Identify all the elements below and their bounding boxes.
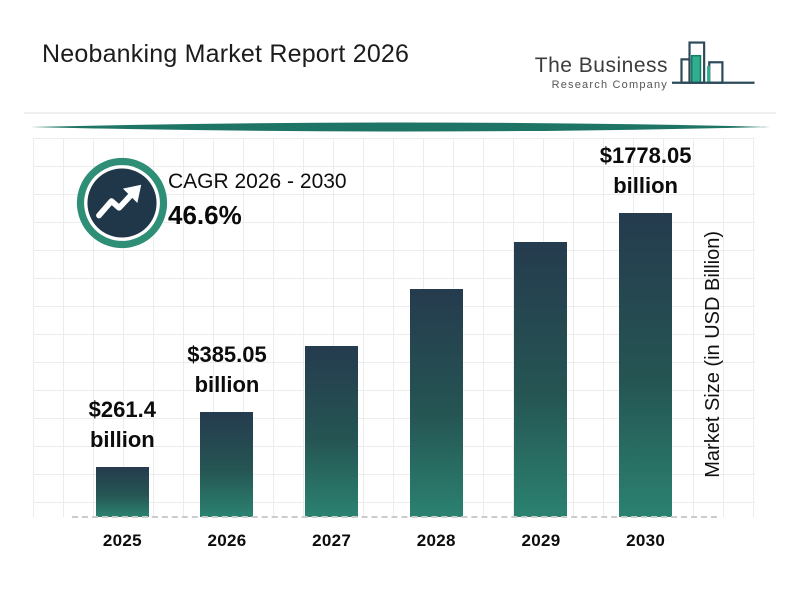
bar-value-amount: $261.4 [88, 397, 156, 422]
logo-company-subtitle: Research Company [551, 79, 668, 91]
bar-value-label: $385.05 billion [187, 340, 267, 400]
x-tick-label-2027: 2027 [312, 531, 352, 550]
x-tick-label-2029: 2029 [521, 531, 561, 550]
divider-shadow [24, 112, 776, 114]
x-tick-label-2026: 2026 [207, 531, 247, 550]
bar-value-unit: billion [194, 372, 260, 397]
divider-lens [28, 120, 772, 139]
bar-value-label: $261.4 billion [89, 395, 156, 455]
bar-2027 [305, 346, 359, 517]
bar-2026 [200, 412, 254, 517]
bar-2029 [514, 242, 568, 517]
cagr-value: 46.6% [168, 200, 242, 230]
bar-2030 [619, 213, 673, 517]
x-tick-label-2030: 2030 [626, 531, 666, 550]
cagr-period-label: CAGR 2026 - 2030 [168, 170, 347, 193]
company-logo: The Business Research Company [535, 32, 756, 99]
bar-column [384, 138, 489, 517]
x-tick-label-2025: 2025 [102, 531, 142, 550]
bar-value-unit: billion [613, 173, 678, 198]
bar-chart-logo-icon [672, 32, 756, 99]
page-title: Neobanking Market Report 2026 [42, 40, 410, 68]
bar-column: $385.05 billion [175, 138, 280, 517]
bar-column [489, 138, 594, 517]
bar-2025 [95, 467, 149, 517]
bar-column [279, 138, 384, 517]
growth-trend-badge-icon [74, 155, 170, 256]
bar-value-label: $1778.05 billion [600, 141, 692, 201]
logo-text: The Business Research Company [535, 54, 668, 99]
y-axis-title-text: Market Size (in USD Billion) [701, 230, 724, 478]
y-axis-title: Market Size (in USD Billion) [696, 145, 730, 523]
bar-column: $1778.05 billion [593, 138, 698, 517]
x-axis-baseline [72, 516, 717, 518]
logo-company-name: The Business [534, 54, 668, 77]
bars-row: $261.4 billion $385.05 billion $1778.05 billi… [70, 138, 698, 517]
x-axis-labels: 2025 2026 2027 2028 2029 2030 [70, 531, 698, 551]
bar-2028 [409, 289, 463, 517]
bar-value-amount: $385.05 [187, 342, 267, 367]
bar-value-unit: billion [89, 427, 155, 452]
bar-column: $261.4 billion [70, 138, 175, 517]
bar-value-amount: $1778.05 [599, 143, 692, 168]
x-tick-label-2028: 2028 [416, 531, 456, 550]
